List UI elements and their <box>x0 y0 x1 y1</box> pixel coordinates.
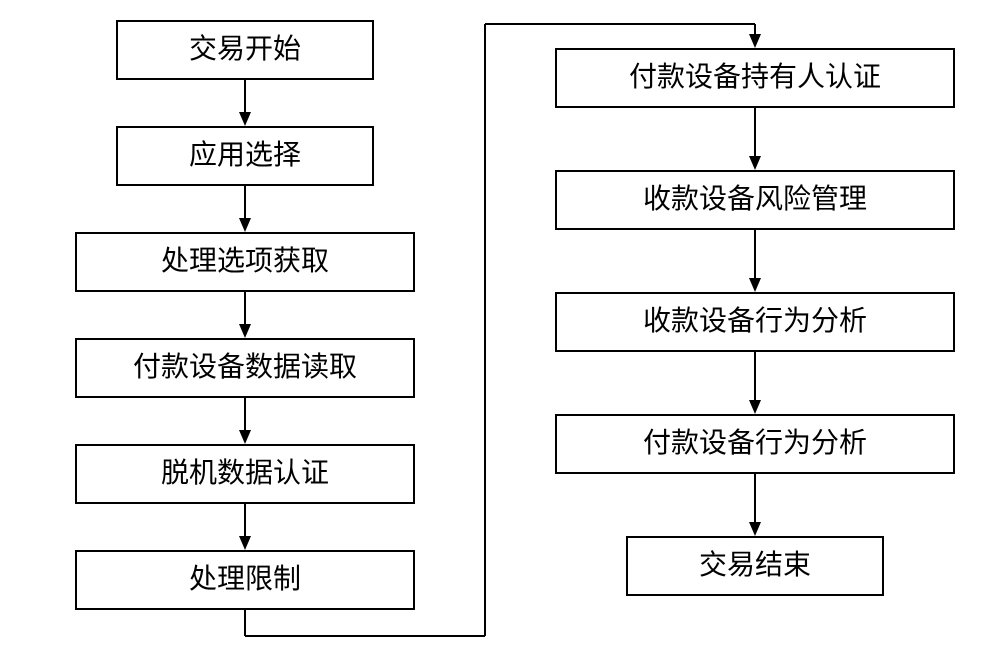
flow-node-n8: 收款设备风险管理 <box>555 170 955 230</box>
flow-node-n9: 收款设备行为分析 <box>555 292 955 352</box>
flow-node-label: 付款设备行为分析 <box>643 430 867 458</box>
flow-node-label: 付款设备数据读取 <box>133 354 357 382</box>
flow-node-label: 付款设备持有人认证 <box>629 64 881 92</box>
flow-node-n4: 付款设备数据读取 <box>75 338 415 398</box>
flow-node-n10: 付款设备行为分析 <box>555 414 955 474</box>
flow-node-n1: 交易开始 <box>116 20 374 80</box>
flow-node-label: 处理选项获取 <box>161 248 329 276</box>
flow-node-label: 脱机数据认证 <box>161 460 329 488</box>
flow-node-n3: 处理选项获取 <box>75 232 415 292</box>
flow-node-label: 应用选择 <box>189 142 301 170</box>
flow-node-label: 收款设备行为分析 <box>643 308 867 336</box>
flow-node-n5: 脱机数据认证 <box>75 444 415 504</box>
flow-node-n6: 处理限制 <box>75 550 415 610</box>
flow-node-n7: 付款设备持有人认证 <box>555 48 955 108</box>
flow-node-label: 交易结束 <box>699 552 811 580</box>
flow-node-label: 收款设备风险管理 <box>643 186 867 214</box>
flow-node-label: 处理限制 <box>189 566 301 594</box>
flow-node-n2: 应用选择 <box>116 126 374 186</box>
flow-node-n11: 交易结束 <box>626 536 884 596</box>
flow-node-label: 交易开始 <box>189 36 301 64</box>
